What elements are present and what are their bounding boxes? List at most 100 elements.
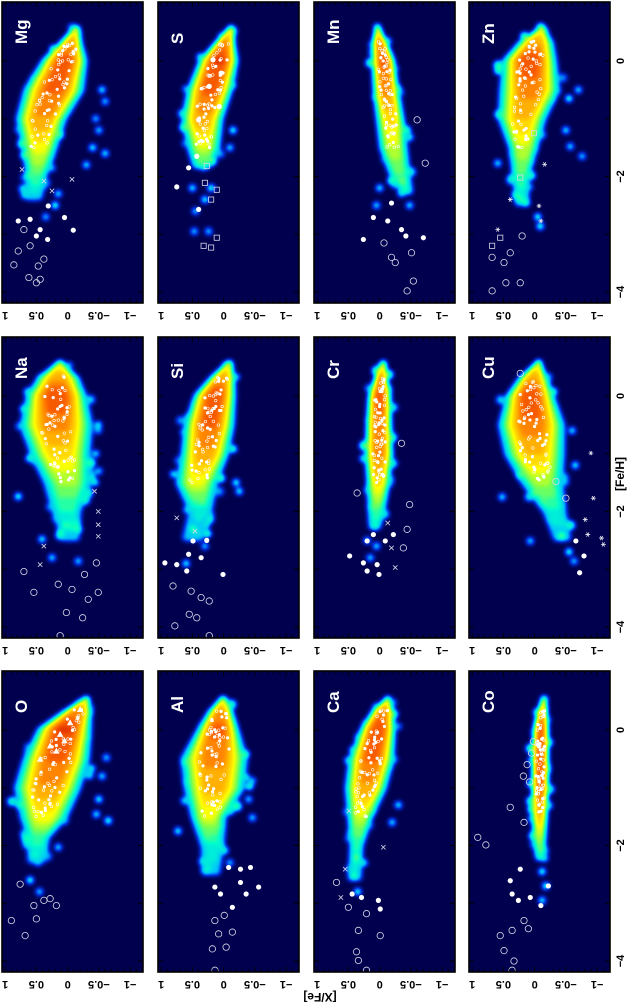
sample-star-marker	[205, 103, 210, 107]
open-square-marker	[213, 186, 220, 193]
sample-star-marker	[394, 112, 398, 116]
sample-star-marker	[43, 437, 47, 441]
sample-star-marker	[205, 126, 209, 130]
density-level-band	[373, 487, 383, 495]
sample-star-marker	[196, 476, 200, 481]
filled-dot-marker	[196, 117, 202, 123]
sample-star-marker	[68, 456, 72, 460]
density-outlier-blob	[565, 548, 573, 556]
sample-star-marker	[522, 128, 526, 132]
open-circle-marker	[40, 255, 48, 263]
sample-star-marker	[378, 402, 382, 406]
sample-star-marker	[197, 470, 201, 475]
sample-star-marker	[214, 438, 218, 443]
open-circle-marker	[413, 116, 421, 124]
filled-dot-marker	[190, 538, 196, 544]
sample-star-marker	[67, 43, 72, 48]
sample-star-marker	[526, 56, 530, 60]
sample-star-marker	[529, 64, 533, 69]
sample-star-marker	[390, 125, 394, 129]
sample-star-marker	[70, 459, 75, 463]
sample-star-marker	[517, 83, 521, 87]
sample-star-marker	[220, 80, 224, 84]
sample-star-marker	[373, 398, 377, 402]
panel-Si: Si1 0.5 0 −0.5 −1	[157, 336, 300, 656]
sample-star-marker	[216, 376, 220, 380]
density-outlier-blob	[232, 479, 240, 487]
panel-frame	[1, 336, 144, 639]
density-outlier-blob	[14, 492, 22, 500]
sample-star-marker	[205, 426, 210, 430]
y-tick-label: −0.5	[555, 309, 577, 321]
density-blob	[388, 459, 398, 468]
density-map	[469, 337, 610, 638]
sample-star-marker	[57, 388, 61, 392]
y-tick-label: 0	[221, 309, 227, 321]
sample-star-marker	[383, 53, 387, 57]
sample-star-marker	[217, 379, 221, 383]
open-circle-marker	[25, 273, 33, 282]
sample-star-marker	[385, 61, 389, 65]
y-tick-label: 0.5	[29, 309, 44, 321]
sample-star-marker	[374, 480, 379, 485]
sample-star-marker	[380, 389, 384, 394]
density-map	[158, 2, 299, 303]
open-circle-marker	[403, 525, 411, 533]
filled-dot-marker	[61, 214, 68, 221]
open-square-marker	[208, 244, 215, 251]
element-label: Zn	[479, 23, 498, 44]
sample-star-marker	[206, 139, 210, 143]
sample-star-marker	[219, 408, 223, 413]
density-outlier-blob	[74, 557, 82, 565]
sample-star-marker	[211, 419, 215, 423]
sample-star-marker	[203, 133, 207, 137]
sample-star-marker	[190, 480, 194, 485]
filled-dot-marker	[347, 553, 353, 559]
sample-star-marker	[372, 458, 376, 463]
density-map	[158, 337, 299, 638]
sample-star-marker	[63, 388, 67, 393]
sample-star-marker	[207, 435, 211, 439]
density-blob	[24, 170, 34, 180]
sample-star-marker	[47, 108, 51, 112]
sample-star-marker	[57, 53, 61, 57]
sample-star-marker	[377, 387, 382, 391]
sample-star-marker	[384, 77, 388, 81]
sample-star-marker	[45, 91, 49, 95]
density-blob	[217, 474, 225, 482]
sample-star-marker	[207, 467, 211, 471]
density-outlier-blob	[95, 467, 103, 475]
sample-star-marker	[383, 440, 387, 444]
sample-star-marker	[529, 73, 533, 77]
sample-star-marker	[61, 83, 65, 87]
element-label: Si	[168, 363, 187, 379]
open-circle-marker	[403, 287, 411, 295]
sample-star-marker	[214, 398, 218, 403]
sample-star-marker	[57, 103, 62, 107]
filled-dot-marker	[385, 218, 391, 224]
density-blob	[359, 454, 368, 463]
open-circle-marker	[500, 258, 508, 267]
density-level-band	[517, 181, 526, 189]
sample-star-marker	[524, 134, 528, 138]
density-map	[469, 2, 610, 303]
sample-star-marker	[518, 102, 523, 106]
density-blob	[86, 458, 96, 468]
open-circle-marker	[62, 608, 70, 617]
open-circle-marker	[30, 588, 38, 596]
density-blob	[62, 521, 69, 529]
sample-star-marker	[197, 134, 201, 138]
sample-star-marker	[220, 404, 224, 409]
filled-dot-marker	[33, 233, 39, 239]
sample-star-marker	[377, 478, 381, 482]
sample-star-marker	[376, 439, 380, 443]
density-blob	[507, 174, 515, 182]
sample-star-marker	[211, 65, 215, 70]
sample-star-marker	[52, 447, 56, 451]
sample-star-marker	[515, 96, 519, 100]
sample-star-marker	[198, 122, 202, 126]
sample-star-marker	[59, 51, 64, 55]
density-blob	[67, 522, 75, 530]
open-circle-marker	[506, 249, 514, 257]
sample-star-marker	[53, 424, 57, 428]
